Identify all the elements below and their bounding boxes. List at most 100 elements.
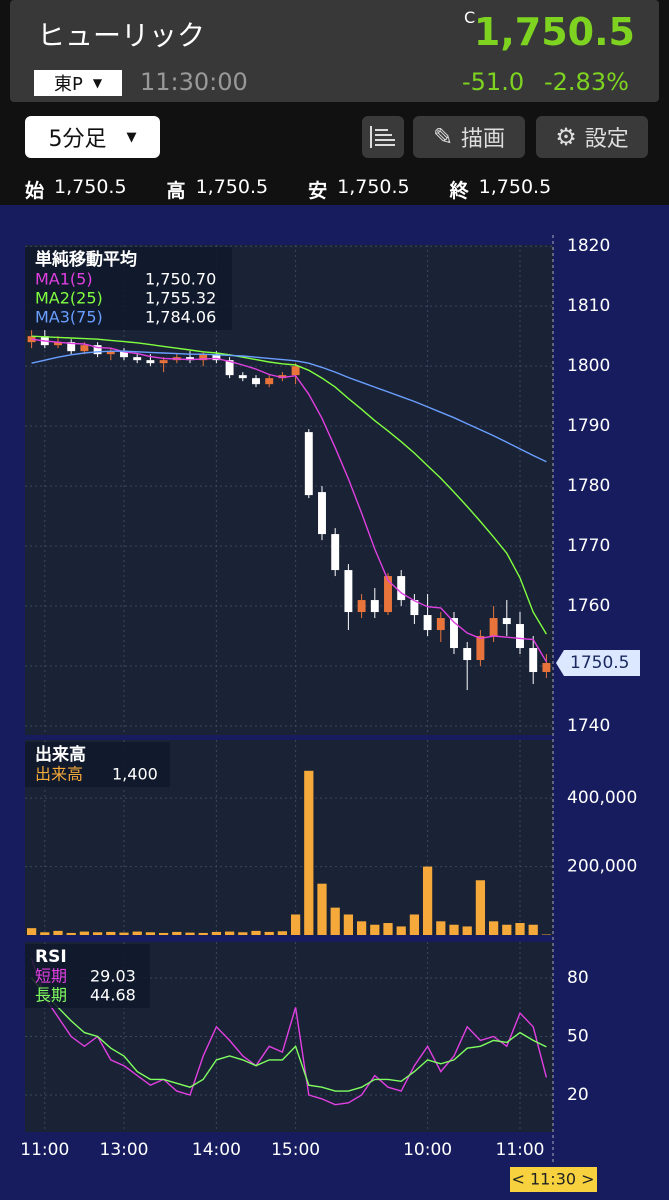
candle-body	[186, 357, 194, 361]
candle-body	[212, 354, 221, 361]
volume-bar	[356, 921, 367, 935]
y-tick-label: 1790	[567, 416, 610, 436]
candle-body	[67, 342, 76, 352]
candle-body	[529, 648, 538, 673]
volume-bar	[53, 930, 63, 935]
candle-body	[410, 600, 419, 616]
ohlc-value: 1,750.5	[195, 176, 269, 198]
legend-name: MA2(25)	[35, 289, 103, 308]
price: 1,750.5	[473, 10, 635, 54]
pencil-icon: ✎	[432, 123, 454, 151]
candle-body	[436, 618, 445, 631]
volume-bar	[158, 932, 169, 935]
candle-body	[106, 351, 115, 355]
candle-body	[384, 576, 392, 613]
volume-bar	[409, 914, 420, 935]
candle-body	[291, 366, 300, 376]
volume-bar	[277, 931, 288, 935]
volume-bar	[343, 914, 354, 935]
legend-background	[25, 944, 150, 1008]
candle-body	[54, 342, 62, 346]
ohlc-value: 1,750.5	[54, 176, 127, 198]
volume-bar	[185, 932, 195, 935]
volume-bar	[462, 926, 472, 935]
series-line	[30, 958, 548, 1106]
volume-bar	[370, 924, 380, 935]
y-tick-label: 80	[567, 968, 589, 988]
volume-bar	[198, 932, 208, 935]
volume-bar	[26, 928, 37, 935]
y-tick-label: 1740	[567, 716, 610, 736]
volume-bar	[79, 931, 90, 935]
volume-bar	[224, 931, 235, 935]
volume-bar	[330, 907, 340, 935]
candle-body	[80, 345, 89, 352]
candle-body	[502, 618, 511, 625]
ohlc-item: 高 1,750.5	[167, 176, 269, 203]
candle-body	[278, 375, 287, 379]
draw-label: 描画	[461, 127, 506, 152]
y-tick-label: 1800	[567, 356, 610, 376]
volume-bar	[475, 880, 486, 935]
series-line	[31, 977, 547, 1092]
volume-bar	[264, 931, 274, 935]
interval: 5分足	[48, 127, 107, 152]
candle-body	[370, 600, 379, 613]
ohlc-label: 始	[25, 180, 45, 202]
change: -51.0	[462, 68, 525, 96]
y-tick-label: 50	[567, 1027, 589, 1047]
cursor-box	[510, 1167, 597, 1192]
settings-button[interactable]: ⚙ 設定	[536, 116, 648, 158]
volume-bar	[515, 923, 525, 935]
candle-body	[120, 351, 128, 358]
y-tick-label: 1780	[567, 476, 610, 496]
volume-bar	[449, 924, 459, 935]
draw-button[interactable]: ✎ 描画	[413, 116, 525, 158]
series-line	[31, 338, 548, 663]
candle-body	[331, 534, 340, 571]
list-icon	[370, 126, 395, 148]
x-tick-label: 14:00	[192, 1140, 241, 1160]
settings-label: 設定	[584, 127, 629, 152]
legend-background	[25, 742, 170, 787]
volume-bar	[40, 932, 50, 935]
series-line	[31, 335, 548, 635]
volume-bar	[528, 924, 538, 935]
candle-body	[357, 600, 366, 613]
volume-bar	[145, 932, 156, 935]
ohlc-value: 1,750.5	[337, 176, 410, 198]
legend-value: 44.68	[90, 986, 136, 1005]
market-select[interactable]: 東P ▼	[34, 70, 122, 96]
y-tick-label: 20	[567, 1085, 589, 1105]
x-tick-label: 10:00	[403, 1140, 452, 1160]
ohlc-item: 終 1,750.5	[450, 176, 552, 203]
volume-bar	[119, 932, 129, 935]
stock-name: ヒューリック	[37, 19, 206, 52]
legend-name: 短期	[35, 967, 67, 986]
legend-name: MA3(75)	[35, 308, 103, 327]
gear-icon: ⚙	[555, 123, 577, 151]
volume-bar	[106, 931, 116, 935]
interval-select[interactable]: 5分足 ▼	[25, 116, 160, 158]
x-tick-label: 15:00	[271, 1140, 320, 1160]
legend-value: 1,755.32	[145, 289, 216, 308]
candle-body	[423, 615, 432, 631]
candle-body	[238, 375, 247, 379]
dropdown-icon: ▼	[92, 76, 103, 90]
dropdown-icon: ▼	[126, 129, 137, 145]
legend-name: MA1(5)	[35, 270, 93, 289]
volume-bar	[132, 931, 142, 935]
volume-bar	[383, 923, 393, 935]
series-line	[31, 350, 547, 463]
price-tag	[556, 650, 640, 677]
cursor-label: < 11:30 >	[511, 1170, 594, 1189]
y-tick-label: 200,000	[567, 857, 637, 877]
list-button[interactable]	[362, 116, 404, 158]
price-tag-label: 1750.5	[570, 653, 629, 673]
candle-body	[344, 570, 353, 613]
y-tick-label: 400,000	[567, 788, 637, 808]
y-tick-label: 1810	[567, 296, 610, 316]
